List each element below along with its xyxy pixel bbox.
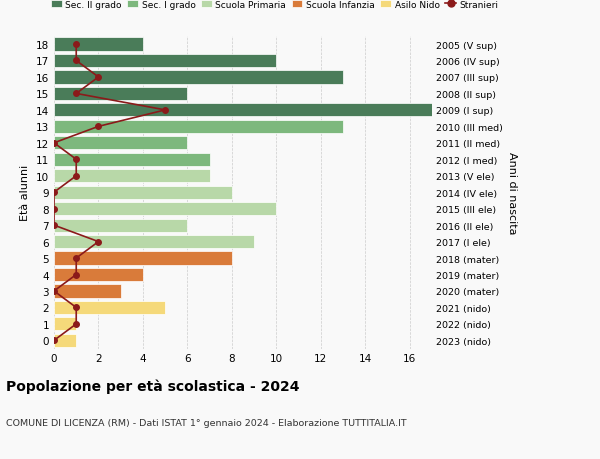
- Bar: [54, 186, 232, 199]
- Legend: Sec. II grado, Sec. I grado, Scuola Primaria, Scuola Infanzia, Asilo Nido, Stran: Sec. II grado, Sec. I grado, Scuola Prim…: [51, 0, 499, 10]
- Y-axis label: Età alunni: Età alunni: [20, 165, 31, 221]
- Bar: [54, 235, 254, 249]
- Bar: [54, 334, 76, 347]
- Bar: [54, 301, 165, 314]
- Bar: [54, 121, 343, 134]
- Bar: [54, 285, 121, 298]
- Bar: [54, 318, 76, 331]
- Text: Popolazione per età scolastica - 2024: Popolazione per età scolastica - 2024: [6, 379, 299, 393]
- Bar: [54, 170, 209, 183]
- Bar: [54, 137, 187, 150]
- Bar: [54, 202, 277, 216]
- Y-axis label: Anni di nascita: Anni di nascita: [507, 151, 517, 234]
- Bar: [54, 153, 209, 167]
- Bar: [54, 252, 232, 265]
- Bar: [54, 104, 432, 117]
- Bar: [54, 55, 277, 68]
- Text: COMUNE DI LICENZA (RM) - Dati ISTAT 1° gennaio 2024 - Elaborazione TUTTITALIA.IT: COMUNE DI LICENZA (RM) - Dati ISTAT 1° g…: [6, 418, 407, 427]
- Bar: [54, 269, 143, 281]
- Bar: [54, 88, 187, 101]
- Bar: [54, 71, 343, 84]
- Bar: [54, 219, 187, 232]
- Bar: [54, 39, 143, 51]
